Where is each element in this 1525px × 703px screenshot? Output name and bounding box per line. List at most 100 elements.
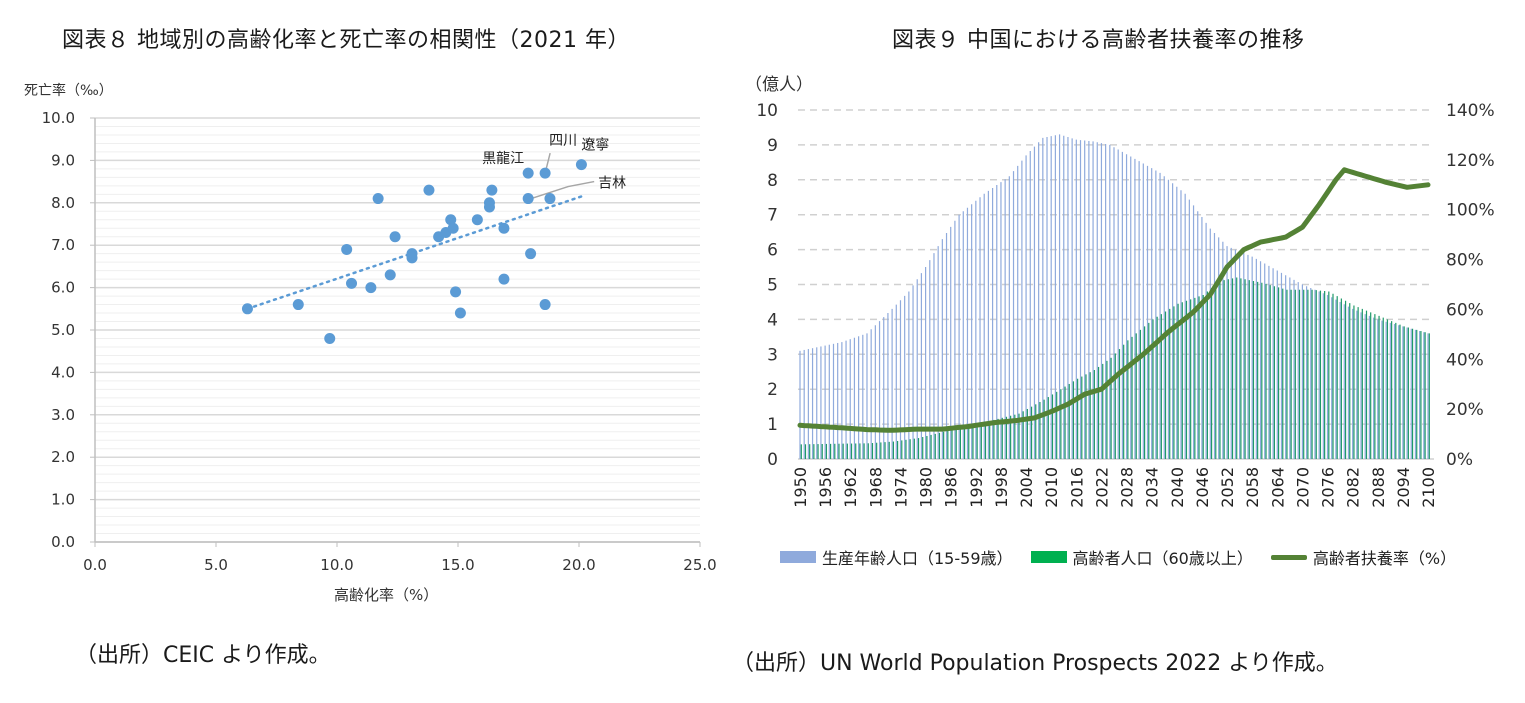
- right-y-tick-label: 0%: [1446, 450, 1473, 470]
- data-point: [423, 184, 435, 196]
- x-tick-label: 2094: [1394, 467, 1413, 508]
- chart8-title: 図表８ 地域別の高齢化率と死亡率の相関性（2021 年）: [62, 28, 630, 53]
- data-point: [324, 332, 336, 344]
- chart9-x-ticks: 1950 1956 1962 1968 1974 1980 1986 1992 1998 2004…: [791, 467, 1438, 508]
- y-tick-label: 4.0: [51, 363, 75, 381]
- x-tick-label: 2058: [1243, 467, 1262, 508]
- chart8-points: [241, 159, 587, 344]
- y-tick-label: 1.0: [51, 491, 75, 509]
- chart9-elderly-bars: [800, 277, 1430, 459]
- point-annotation: 黒龍江: [482, 150, 524, 167]
- x-tick-label: 1998: [992, 467, 1011, 508]
- data-point: [447, 222, 459, 234]
- x-tick-label: 20.0: [562, 556, 595, 574]
- x-tick-label: 1974: [891, 467, 910, 508]
- chart8-y-axis-label: 死亡率（‰）: [24, 83, 113, 99]
- data-point: [486, 184, 498, 196]
- data-point: [522, 193, 534, 205]
- chart9-right-y-ticks: 0% 20% 40% 60% 80% 100% 120% 140%: [1446, 101, 1495, 470]
- right-y-tick-label: 20%: [1446, 400, 1484, 420]
- legend-label-working-age: 生産年齢人口（15-59歳）: [822, 549, 1013, 568]
- data-point: [539, 299, 551, 311]
- legend-swatch-working-age: [780, 551, 816, 563]
- x-tick-label: 1986: [942, 467, 961, 508]
- data-point: [346, 277, 358, 289]
- dependency-ratio-line: [797, 167, 1431, 433]
- data-point: [498, 222, 510, 234]
- left-y-tick-label: 0: [767, 450, 778, 470]
- legend-swatch-elderly: [1030, 551, 1067, 563]
- chart8-x-ticks: 0.0 5.0 10.0 15.0 20.0 25.0: [83, 542, 717, 574]
- y-tick-label: 10.0: [42, 109, 75, 127]
- chart8-x-axis-label: 高齢化率（%）: [334, 586, 439, 604]
- legend-swatch-dependency: [1270, 554, 1307, 560]
- y-tick-label: 8.0: [51, 194, 75, 212]
- legend-item-working-age: 生産年齢人口（15-59歳）: [780, 545, 1013, 569]
- y-tick-label: 5.0: [51, 321, 75, 339]
- data-point: [241, 303, 253, 315]
- data-point: [454, 307, 466, 319]
- x-tick-label: 2004: [1017, 467, 1036, 508]
- chart9-title: 図表９ 中国における高齢者扶養率の推移: [892, 28, 1305, 53]
- chart8-y-ticks: 0.0 1.0 2.0 3.0 4.0 5.0 6.0 7.0 8.0 9.0 10.0: [42, 109, 95, 551]
- right-y-tick-label: 60%: [1446, 300, 1484, 320]
- left-y-tick-label: 5: [767, 276, 778, 296]
- chart9-gridlines: [798, 109, 1434, 460]
- y-tick-label: 2.0: [51, 448, 75, 466]
- right-y-tick-label: 100%: [1446, 201, 1495, 221]
- data-point: [341, 243, 353, 255]
- x-tick-label: 1992: [967, 467, 986, 508]
- left-y-tick-label: 8: [767, 171, 778, 191]
- data-point: [406, 252, 418, 264]
- x-tick-label: 1956: [816, 467, 835, 508]
- left-y-tick-label: 1: [767, 415, 778, 435]
- data-point: [539, 167, 551, 179]
- legend-item-elderly: 高齢者人口（60歳以上）: [1030, 545, 1253, 569]
- left-y-tick-label: 3: [767, 345, 778, 365]
- y-tick-label: 3.0: [51, 406, 75, 424]
- right-y-tick-label: 80%: [1446, 251, 1484, 271]
- x-tick-label: 2070: [1293, 467, 1312, 508]
- data-point: [522, 167, 534, 179]
- data-point: [544, 193, 556, 205]
- x-tick-label: 1980: [917, 467, 936, 508]
- data-point: [525, 248, 537, 260]
- x-tick-label: 2034: [1143, 467, 1162, 508]
- data-point: [365, 282, 377, 294]
- data-point: [498, 273, 510, 285]
- x-tick-label: 1950: [791, 467, 810, 508]
- data-point: [483, 201, 495, 213]
- point-annotation: 吉林: [598, 176, 626, 192]
- data-point: [445, 214, 457, 226]
- x-tick-label: 1962: [841, 467, 860, 508]
- x-tick-label: 0.0: [83, 556, 107, 574]
- legend-label-elderly: 高齢者人口（60歳以上）: [1072, 549, 1253, 568]
- x-tick-label: 2022: [1092, 467, 1111, 508]
- chart9-source-caption: （出所）UN World Population Prospects 2022 よ…: [732, 651, 1338, 676]
- left-y-tick-label: 4: [767, 310, 778, 330]
- chart8-gridlines: [95, 117, 700, 543]
- point-annotation: 四川: [549, 133, 577, 149]
- chart9-dependency-line: [797, 167, 1431, 433]
- left-y-tick-label: 2: [767, 380, 778, 400]
- left-y-tick-label: 7: [767, 206, 778, 226]
- x-tick-label: 2040: [1168, 467, 1187, 508]
- y-tick-label: 0.0: [51, 533, 75, 551]
- chart8-leader-lines: [530, 152, 595, 200]
- left-y-tick-label: 10: [756, 101, 778, 121]
- point-annotation: 遼寧: [581, 137, 609, 154]
- x-tick-label: 2082: [1344, 467, 1363, 508]
- data-point: [372, 193, 384, 205]
- x-tick-label: 2028: [1118, 467, 1137, 508]
- x-tick-label: 1968: [866, 467, 885, 508]
- x-tick-label: 10.0: [320, 556, 353, 574]
- chart8-source-caption: （出所）CEIC より作成。: [75, 643, 331, 668]
- y-tick-label: 9.0: [51, 151, 75, 169]
- data-point: [450, 286, 462, 298]
- x-tick-label: 5.0: [204, 556, 228, 574]
- right-y-tick-label: 40%: [1446, 350, 1484, 370]
- chart9-working-age-bars: [799, 134, 1429, 459]
- legend-label-dependency: 高齢者扶養率（%）: [1312, 549, 1457, 568]
